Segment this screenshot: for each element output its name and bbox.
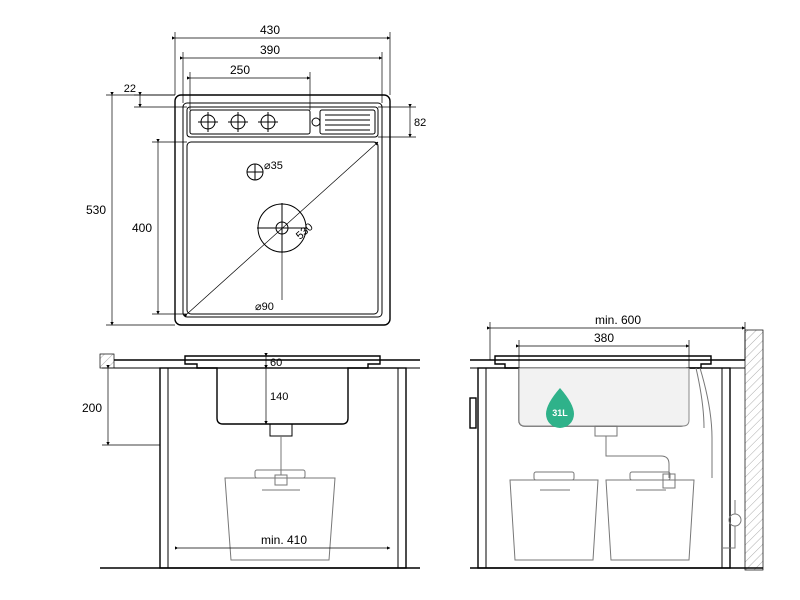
dim-82: 82 xyxy=(414,117,426,129)
dim-400: 400 xyxy=(132,221,152,235)
dim-140: 140 xyxy=(270,391,288,403)
dim-diag: 530 xyxy=(294,221,316,242)
dim-430: 430 xyxy=(260,23,280,37)
dim-d90: ⌀90 xyxy=(255,301,274,313)
front-view: 200 60 140 min. 410 xyxy=(82,354,420,568)
technical-drawing: ⌀35 530 ⌀90 430 390 250 22 82 xyxy=(0,0,800,600)
dim-390: 390 xyxy=(260,43,280,57)
dim-min600: min. 600 xyxy=(595,313,641,327)
dim-530: 530 xyxy=(86,203,106,217)
dim-min410: min. 410 xyxy=(261,533,307,547)
dim-d35: ⌀35 xyxy=(264,160,283,172)
right-view: 31L min. 600 380 xyxy=(470,313,763,570)
capacity-label: 31L xyxy=(552,408,568,418)
top-view: ⌀35 530 ⌀90 430 390 250 22 82 xyxy=(86,23,426,325)
dim-250: 250 xyxy=(230,63,250,77)
dim-200: 200 xyxy=(82,401,102,415)
dim-22: 22 xyxy=(124,83,136,95)
dim-60: 60 xyxy=(270,357,282,369)
dim-380: 380 xyxy=(594,331,614,345)
